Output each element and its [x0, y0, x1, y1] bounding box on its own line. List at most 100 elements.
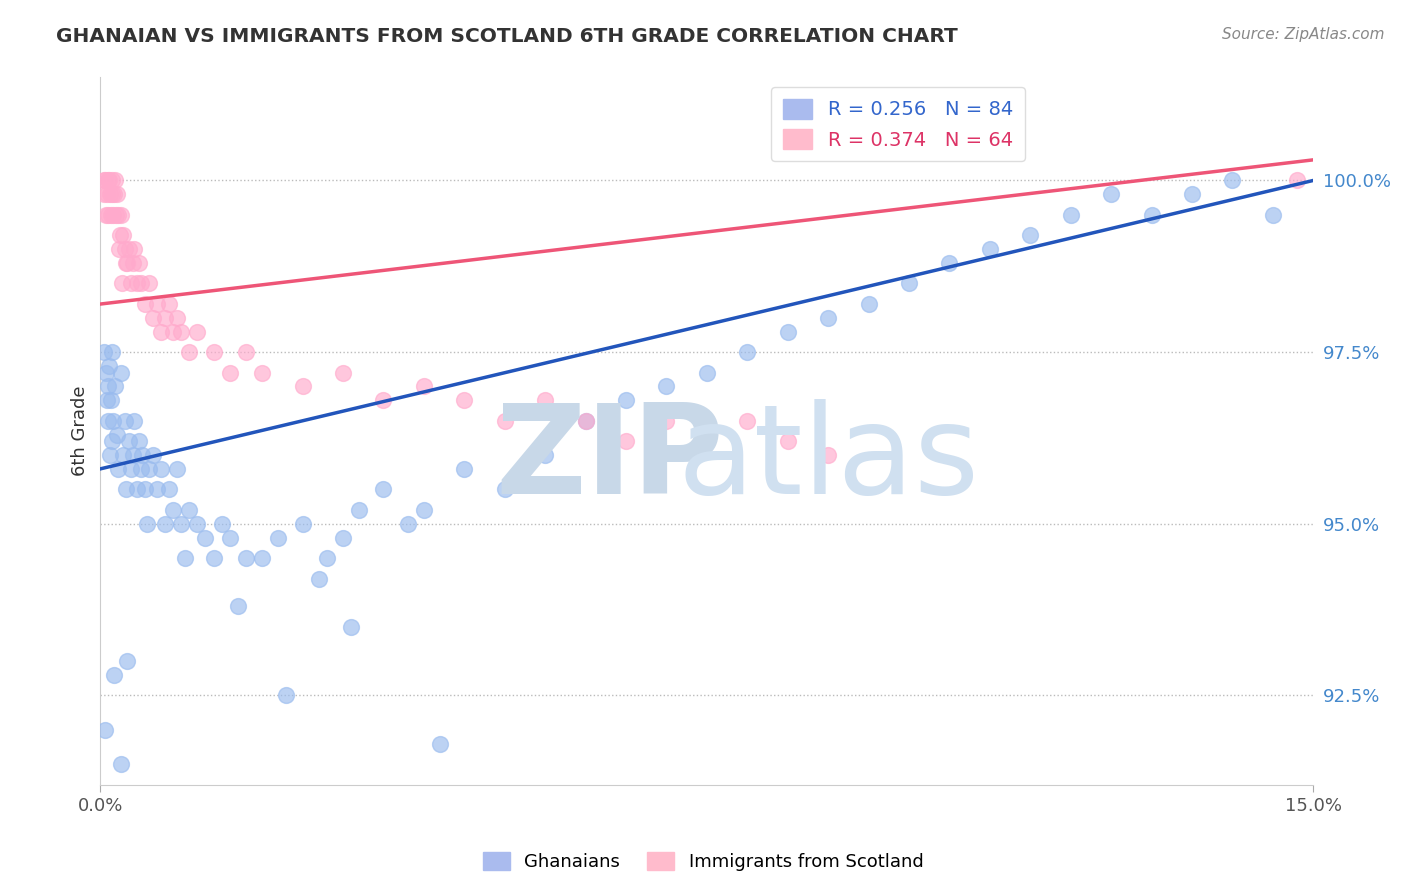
Point	[136, 516, 159, 531]
Point	[340, 620, 363, 634]
Point	[157, 483, 180, 497]
Point	[174, 551, 197, 566]
Point	[129, 462, 152, 476]
Legend: R = 0.256   N = 84, R = 0.374   N = 64: R = 0.256 N = 84, R = 0.374 N = 64	[772, 87, 1025, 161]
Point	[111, 228, 134, 243]
Point	[696, 434, 718, 449]
Point	[120, 277, 142, 291]
Point	[218, 366, 240, 380]
Point	[179, 345, 201, 359]
Point	[124, 414, 146, 428]
Point	[574, 414, 596, 428]
Point	[128, 256, 150, 270]
Point	[103, 208, 125, 222]
Point	[118, 434, 141, 449]
Point	[614, 434, 637, 449]
Point	[453, 393, 475, 408]
Point	[373, 393, 395, 408]
Point	[226, 599, 249, 614]
Point	[429, 737, 451, 751]
Point	[114, 414, 136, 428]
Legend: Ghanaians, Immigrants from Scotland: Ghanaians, Immigrants from Scotland	[475, 845, 931, 879]
Point	[1099, 187, 1122, 202]
Point	[332, 531, 354, 545]
Point	[235, 345, 257, 359]
Point	[138, 277, 160, 291]
Point	[104, 173, 127, 187]
Point	[97, 414, 120, 428]
Point	[162, 503, 184, 517]
Point	[124, 242, 146, 256]
Point	[96, 393, 118, 408]
Point	[120, 462, 142, 476]
Point	[121, 448, 143, 462]
Point	[107, 208, 129, 222]
Point	[267, 531, 290, 545]
Text: Source: ZipAtlas.com: Source: ZipAtlas.com	[1222, 27, 1385, 42]
Point	[347, 503, 370, 517]
Y-axis label: 6th Grade: 6th Grade	[72, 386, 89, 476]
Point	[153, 516, 176, 531]
Point	[94, 173, 117, 187]
Point	[494, 483, 516, 497]
Point	[108, 242, 131, 256]
Point	[1286, 173, 1309, 187]
Point	[98, 359, 121, 373]
Point	[97, 173, 120, 187]
Point	[1261, 208, 1284, 222]
Point	[412, 503, 434, 517]
Point	[614, 393, 637, 408]
Point	[1222, 173, 1244, 187]
Point	[534, 393, 557, 408]
Point	[735, 414, 758, 428]
Point	[103, 414, 125, 428]
Point	[412, 379, 434, 393]
Point	[115, 654, 138, 668]
Point	[138, 462, 160, 476]
Point	[98, 187, 121, 202]
Point	[93, 173, 115, 187]
Point	[186, 325, 208, 339]
Point	[111, 277, 134, 291]
Point	[111, 448, 134, 462]
Point	[108, 228, 131, 243]
Point	[153, 310, 176, 325]
Point	[105, 187, 128, 202]
Point	[107, 462, 129, 476]
Point	[150, 325, 173, 339]
Point	[186, 516, 208, 531]
Point	[858, 297, 880, 311]
Point	[110, 208, 132, 222]
Point	[202, 551, 225, 566]
Point	[103, 668, 125, 682]
Point	[114, 242, 136, 256]
Point	[100, 345, 122, 359]
Point	[97, 208, 120, 222]
Point	[104, 208, 127, 222]
Point	[776, 434, 799, 449]
Point	[170, 516, 193, 531]
Point	[817, 310, 839, 325]
Point	[100, 173, 122, 187]
Point	[332, 366, 354, 380]
Point	[1060, 208, 1083, 222]
Point	[129, 277, 152, 291]
Point	[315, 551, 337, 566]
Point	[94, 723, 117, 737]
Point	[100, 208, 122, 222]
Point	[98, 173, 121, 187]
Text: GHANAIAN VS IMMIGRANTS FROM SCOTLAND 6TH GRADE CORRELATION CHART: GHANAIAN VS IMMIGRANTS FROM SCOTLAND 6TH…	[56, 27, 957, 45]
Point	[93, 345, 115, 359]
Point	[817, 448, 839, 462]
Point	[146, 483, 169, 497]
Point	[104, 379, 127, 393]
Point	[1181, 187, 1204, 202]
Point	[101, 187, 124, 202]
Point	[162, 325, 184, 339]
Point	[128, 434, 150, 449]
Point	[97, 379, 120, 393]
Point	[94, 366, 117, 380]
Point	[655, 414, 678, 428]
Point	[115, 256, 138, 270]
Point	[98, 448, 121, 462]
